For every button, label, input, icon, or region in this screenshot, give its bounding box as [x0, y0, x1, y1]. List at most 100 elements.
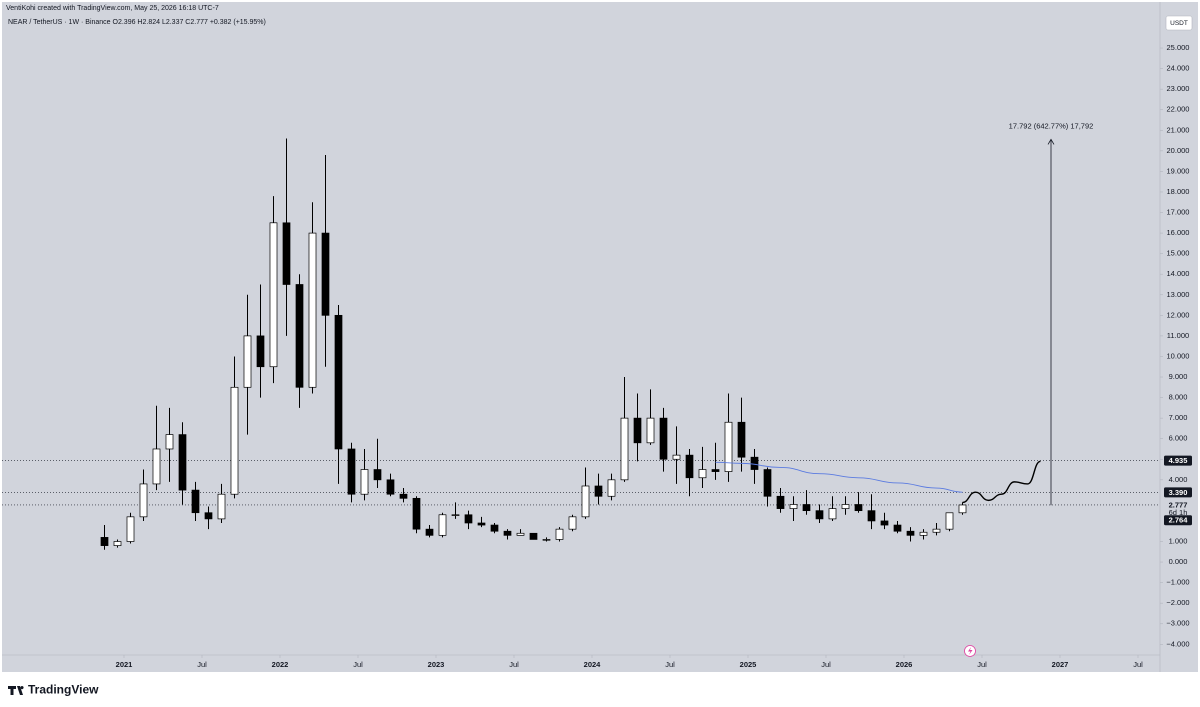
candle-body [100, 537, 109, 546]
candle-body [919, 531, 928, 536]
candle-body [711, 469, 720, 472]
countdown: 6d 1h [1169, 508, 1188, 517]
price-label-box [1164, 455, 1192, 466]
y-tick-label: 19.000 [1167, 166, 1190, 175]
candle-body [321, 232, 330, 316]
candle-body [841, 504, 850, 509]
currency[interactable]: USDT [1170, 20, 1188, 27]
candle-body [243, 335, 252, 388]
chart-title: NEAR / TetherUS · 1W · Binance O2.396 H2… [8, 19, 266, 26]
candle-body [672, 454, 681, 460]
candle-body [412, 497, 421, 530]
candle-body [438, 514, 447, 536]
y-tick-label: 8.000 [1169, 393, 1188, 402]
y-tick-label: −1.000 [1166, 578, 1189, 587]
candle-body [230, 386, 239, 495]
candle-body [724, 421, 733, 472]
price-label: 4.935 [1169, 456, 1188, 465]
candle-body [529, 532, 538, 540]
candle-body [737, 421, 746, 458]
candle-body [750, 456, 759, 470]
candle-body [607, 479, 616, 497]
y-tick-label: 17.000 [1167, 208, 1190, 217]
y-tick-label: 21.000 [1167, 125, 1190, 134]
candle-body [828, 508, 837, 520]
y-tick-label: 10.000 [1167, 351, 1190, 360]
candle-body [490, 524, 499, 532]
event-icon-bolt [968, 647, 973, 655]
y-tick-label: −2.000 [1166, 598, 1189, 607]
candle-body [620, 417, 629, 481]
x-tick-label: Jul [821, 660, 831, 669]
y-tick-label: 1.000 [1169, 536, 1188, 545]
candle-body [633, 417, 642, 444]
candle-body [464, 514, 473, 524]
candle-body [386, 479, 395, 495]
y-tick-label: 23.000 [1167, 84, 1190, 93]
candle-body [425, 528, 434, 536]
y-tick-label: 9.000 [1169, 372, 1188, 381]
x-tick-label: Jul [197, 660, 207, 669]
candle-body [516, 532, 525, 536]
candle-body [581, 485, 590, 518]
candle-body [204, 512, 213, 520]
candle-body [477, 522, 486, 526]
candle-body [360, 469, 369, 495]
brand: TradingView [28, 683, 99, 697]
y-tick-label: 13.000 [1167, 290, 1190, 299]
y-tick-label: 20.000 [1167, 146, 1190, 155]
candle-body [282, 222, 291, 285]
candle-body [659, 417, 668, 460]
candle-body [555, 528, 564, 540]
candle-body [906, 530, 915, 536]
y-tick-label: 18.000 [1167, 187, 1190, 196]
candle-body [126, 516, 135, 542]
x-tick-label: 2025 [740, 660, 757, 669]
candle-body [568, 516, 577, 530]
price-label: 2.777 [1169, 500, 1188, 509]
price-label: 3.390 [1169, 488, 1188, 497]
x-tick-label: Jul [1133, 660, 1143, 669]
x-tick-label: Jul [509, 660, 519, 669]
candle-body [802, 504, 811, 512]
price-label-box [1164, 515, 1192, 526]
candle-body [893, 524, 902, 532]
overlay-line [962, 460, 1041, 504]
candle-body [958, 504, 967, 514]
x-tick-label: Jul [977, 660, 987, 669]
measure-arrowhead [1047, 138, 1055, 145]
candle-body [646, 417, 655, 444]
candle-body [191, 489, 200, 514]
y-tick-label: 0.000 [1169, 557, 1188, 566]
x-tick-label: 2027 [1052, 660, 1069, 669]
candle-body [854, 504, 863, 512]
x-tick-label: 2024 [584, 660, 602, 669]
measure-label: 17.792 (642.77%) 17,792 [1009, 121, 1094, 130]
candle-body [880, 520, 889, 526]
y-tick-label: 7.000 [1169, 413, 1188, 422]
candle-body [594, 485, 603, 497]
candle-body [269, 222, 278, 368]
credit: VentiKohi created with TradingView.com, … [6, 5, 219, 12]
candle-body [698, 469, 707, 479]
price-label-box [1164, 487, 1192, 498]
y-tick-label: −3.000 [1166, 619, 1189, 628]
candle-body [399, 493, 408, 499]
y-tick-label: 25.000 [1167, 43, 1190, 52]
candle-body [685, 454, 694, 479]
plot-bg [2, 2, 1198, 672]
y-tick-label: −4.000 [1166, 639, 1189, 648]
y-tick-label: 4.000 [1169, 475, 1188, 484]
y-tick-label: 15.000 [1167, 249, 1190, 258]
y-tick-label: 22.000 [1167, 105, 1190, 114]
candle-body [763, 469, 772, 497]
candle-body [217, 493, 226, 520]
y-tick-label: 6.000 [1169, 434, 1188, 443]
brand-logo [8, 686, 24, 695]
candle-body [503, 530, 512, 536]
candle-body [152, 448, 161, 485]
candle-body [113, 541, 122, 546]
currency-box[interactable] [1165, 15, 1193, 31]
y-tick-label: 14.000 [1167, 269, 1190, 278]
